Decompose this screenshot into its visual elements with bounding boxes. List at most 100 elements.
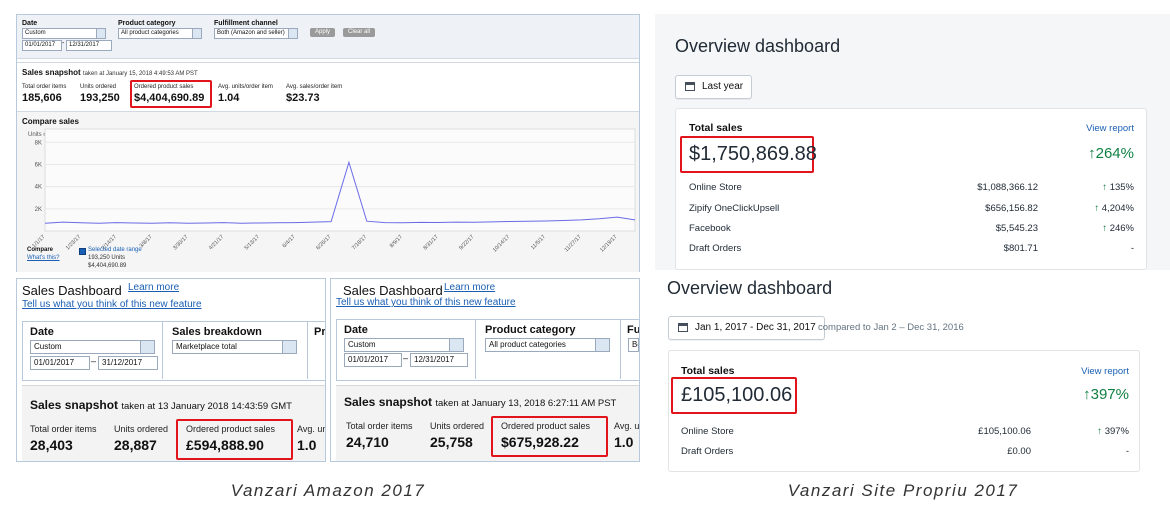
filter-label: Date [344, 324, 368, 336]
channel-name: Online Store [689, 182, 742, 193]
snapshot-area [336, 385, 639, 461]
filter-box [336, 319, 639, 381]
plot-area [44, 128, 636, 232]
y-tick-label: 6K [35, 162, 42, 168]
total-change: ↑397% [1083, 386, 1129, 403]
dashboard-title: Sales Dashboard [343, 283, 443, 298]
filter-box [22, 321, 325, 381]
channel-sales: £0.00 [1007, 446, 1031, 457]
period-button[interactable]: Last year [675, 75, 753, 99]
select[interactable]: All product categories [485, 338, 610, 352]
metric-label: Avg. un [297, 424, 326, 434]
highlight-box [671, 377, 797, 414]
dashboard-title: Sales Dashboard [22, 283, 122, 298]
metric-label: Total order items [346, 421, 413, 431]
change-value: 397% [1090, 386, 1129, 403]
apply-button[interactable]: Apply [310, 28, 336, 37]
channel-change: - [1125, 446, 1129, 457]
total-sales: £105,100.06 [681, 384, 793, 406]
x-tick-label: 4/21/17 [208, 234, 225, 251]
feedback-link[interactable]: Tell us what you think of this new featu… [22, 299, 202, 310]
total-change: ↑264% [1088, 145, 1134, 162]
filter-bar [17, 15, 639, 59]
channel-name: Draft Orders [681, 446, 734, 457]
help-link[interactable]: What's this? [27, 255, 60, 261]
snapshot-time: taken at 13 January 2018 14:43:59 GMT [121, 401, 292, 412]
snapshot-header: Sales snapshot taken at January 13, 2018… [344, 395, 616, 409]
select[interactable]: Both (Amazon and seller) [214, 28, 298, 39]
compare-label: Compare [27, 247, 54, 253]
channel-name: Draft Orders [689, 243, 742, 254]
line-series [44, 160, 636, 224]
legend-units: 193,250 Units [88, 255, 126, 261]
metric-value: 25,758 [430, 434, 473, 450]
shopify-dashboards: Overview dashboard Last year Total sales… [655, 14, 1170, 472]
date-input[interactable]: 31/12/2017 [98, 356, 158, 370]
x-tick-label: 8/9/17 [389, 234, 404, 249]
feedback-link[interactable]: Tell us what you think of this new featu… [336, 297, 516, 308]
date-input[interactable]: 01/01/2017 [22, 40, 62, 51]
view-report-link[interactable]: View report [1086, 123, 1134, 134]
snapshot-header: Sales snapshot taken at January 15, 2018… [22, 68, 198, 77]
metric-value: 28,403 [30, 437, 73, 453]
x-tick-label: 11/5/17 [530, 234, 547, 251]
separator: – [403, 353, 409, 363]
filter-label: Sales breakdown [172, 326, 262, 338]
metric-value: 1.0 [614, 434, 634, 450]
date-input[interactable]: 12/31/2017 [410, 353, 468, 367]
metric-value: 1.0 [297, 437, 317, 453]
filter-label: Fulfillment channel [214, 20, 278, 27]
legend-checkbox[interactable] [79, 248, 86, 255]
select[interactable]: Custom [344, 338, 464, 352]
card-title: Total sales [681, 365, 735, 377]
metric-label: Ordered product sales [134, 84, 194, 90]
dashboard-title: Overview dashboard [675, 36, 841, 56]
metric-label: Total order items [22, 84, 67, 90]
y-tick-label: 4K [35, 185, 42, 191]
highlight-box [491, 416, 608, 457]
metric-label: Units ordered [114, 424, 169, 434]
snapshot-area [22, 385, 325, 461]
channel-sales: £105,100.06 [978, 426, 1031, 437]
channel-sales: $5,545.23 [995, 223, 1038, 234]
caption: Vanzari Site Propriu 2017 [787, 481, 1019, 500]
amazon-uk-dashboard: Sales Dashboard Learn more Tell us what … [16, 278, 326, 462]
metric-label: Ordered product sales [501, 421, 591, 431]
metric-label: Units ordered [430, 421, 485, 431]
view-report-link[interactable]: View report [1081, 366, 1129, 377]
select[interactable]: Marketplace total [172, 340, 297, 354]
learn-more-link[interactable]: Learn more [444, 282, 496, 293]
card-title: Total sales [689, 122, 743, 134]
date-input[interactable]: 12/31/2017 [66, 40, 112, 51]
dashboard-title: Overview dashboard [667, 278, 833, 298]
x-tick-label: 10/14/17 [492, 234, 511, 253]
divider [162, 321, 163, 379]
select[interactable]: Bo [628, 338, 639, 352]
metric-value: 28,887 [114, 437, 157, 453]
period-button[interactable]: Jan 1, 2017 - Dec 31, 2017 [668, 316, 825, 340]
legend-sales: $4,404,690.89 [88, 263, 127, 269]
filter-label: Product category [118, 20, 176, 27]
clear-button[interactable]: Clear all [343, 28, 376, 37]
highlight-box [130, 80, 212, 108]
channel-change: 4,204% [1101, 203, 1134, 214]
metric-label: Total order items [30, 424, 97, 434]
metric-value: £594,888.90 [186, 437, 264, 453]
select[interactable]: Custom [22, 28, 106, 39]
divider [17, 62, 639, 63]
filter-label: Fu [627, 324, 640, 336]
filter-label: Date [22, 20, 38, 27]
select[interactable]: All product categories [118, 28, 202, 39]
snapshot-title: Sales snapshot [344, 395, 433, 409]
metric-value: $4,404,690.89 [134, 92, 205, 104]
select[interactable]: Custom [30, 340, 155, 354]
learn-more-link[interactable]: Learn more [128, 282, 180, 293]
sales-card: Total sales View report $1,750,869.88 ↑2… [675, 108, 1147, 270]
highlight-box [176, 419, 293, 460]
date-input[interactable]: 01/01/2017 [30, 356, 90, 370]
snapshot-title: Sales snapshot [30, 398, 119, 412]
channel-change: 135% [1109, 182, 1134, 193]
date-input[interactable]: 01/01/2017 [344, 353, 402, 367]
snapshot-title: Sales snapshot [22, 68, 81, 77]
